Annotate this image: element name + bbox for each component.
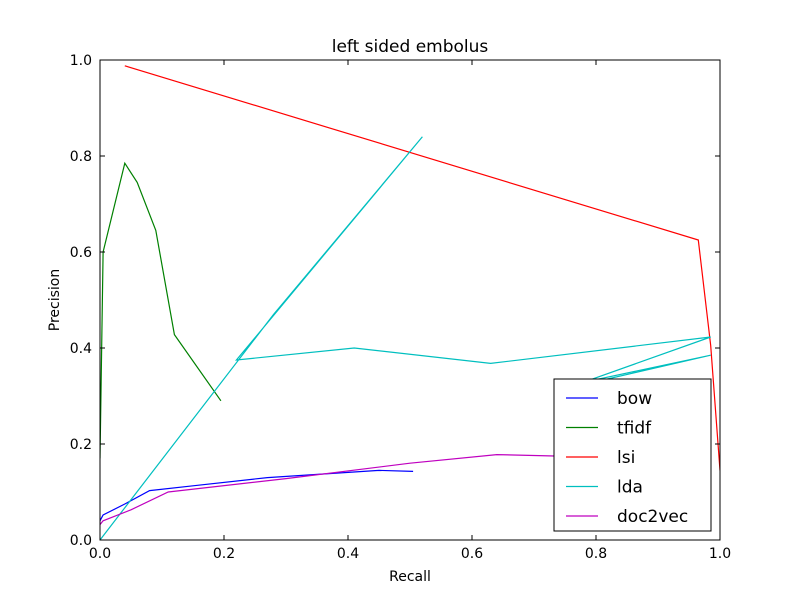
y-tick-label: 0.2: [70, 437, 92, 453]
x-axis-label: Recall: [389, 569, 431, 585]
legend-label-bow: bow: [617, 389, 652, 409]
legend-label-lsi: lsi: [617, 448, 635, 468]
y-tick-label: 0.4: [70, 341, 92, 357]
y-axis-label: Precision: [47, 269, 63, 331]
legend-box: [553, 378, 712, 532]
x-tick-label: 0.6: [461, 546, 483, 562]
series-line-lsi: [124, 65, 720, 471]
series-line-tfidf: [100, 161, 222, 459]
legend: bow tfidf lsi lda doc2vec: [553, 378, 712, 532]
x-tick-label: 1.0: [709, 546, 731, 562]
series-line-bow: [100, 469, 414, 522]
legend-label-lda: lda: [617, 478, 643, 498]
x-tick-label: 0.0: [89, 546, 111, 562]
series-line-lda: [100, 136, 711, 540]
legend-label-doc2vec: doc2vec: [617, 507, 688, 527]
y-tick-label: 0.8: [70, 149, 92, 165]
series-line-doc2vec: [100, 453, 597, 525]
legend-label-tfidf: tfidf: [617, 419, 652, 439]
x-tick-label: 0.2: [213, 546, 235, 562]
chart-title: left sided embolus: [332, 37, 489, 57]
y-tick-label: 0.6: [70, 245, 92, 261]
y-tick-label: 0.0: [70, 533, 92, 549]
plot-frame: [99, 59, 721, 541]
y-tick-label: 1.0: [70, 53, 92, 69]
x-tick-label: 0.8: [585, 546, 607, 562]
x-tick-label: 0.4: [337, 546, 359, 562]
